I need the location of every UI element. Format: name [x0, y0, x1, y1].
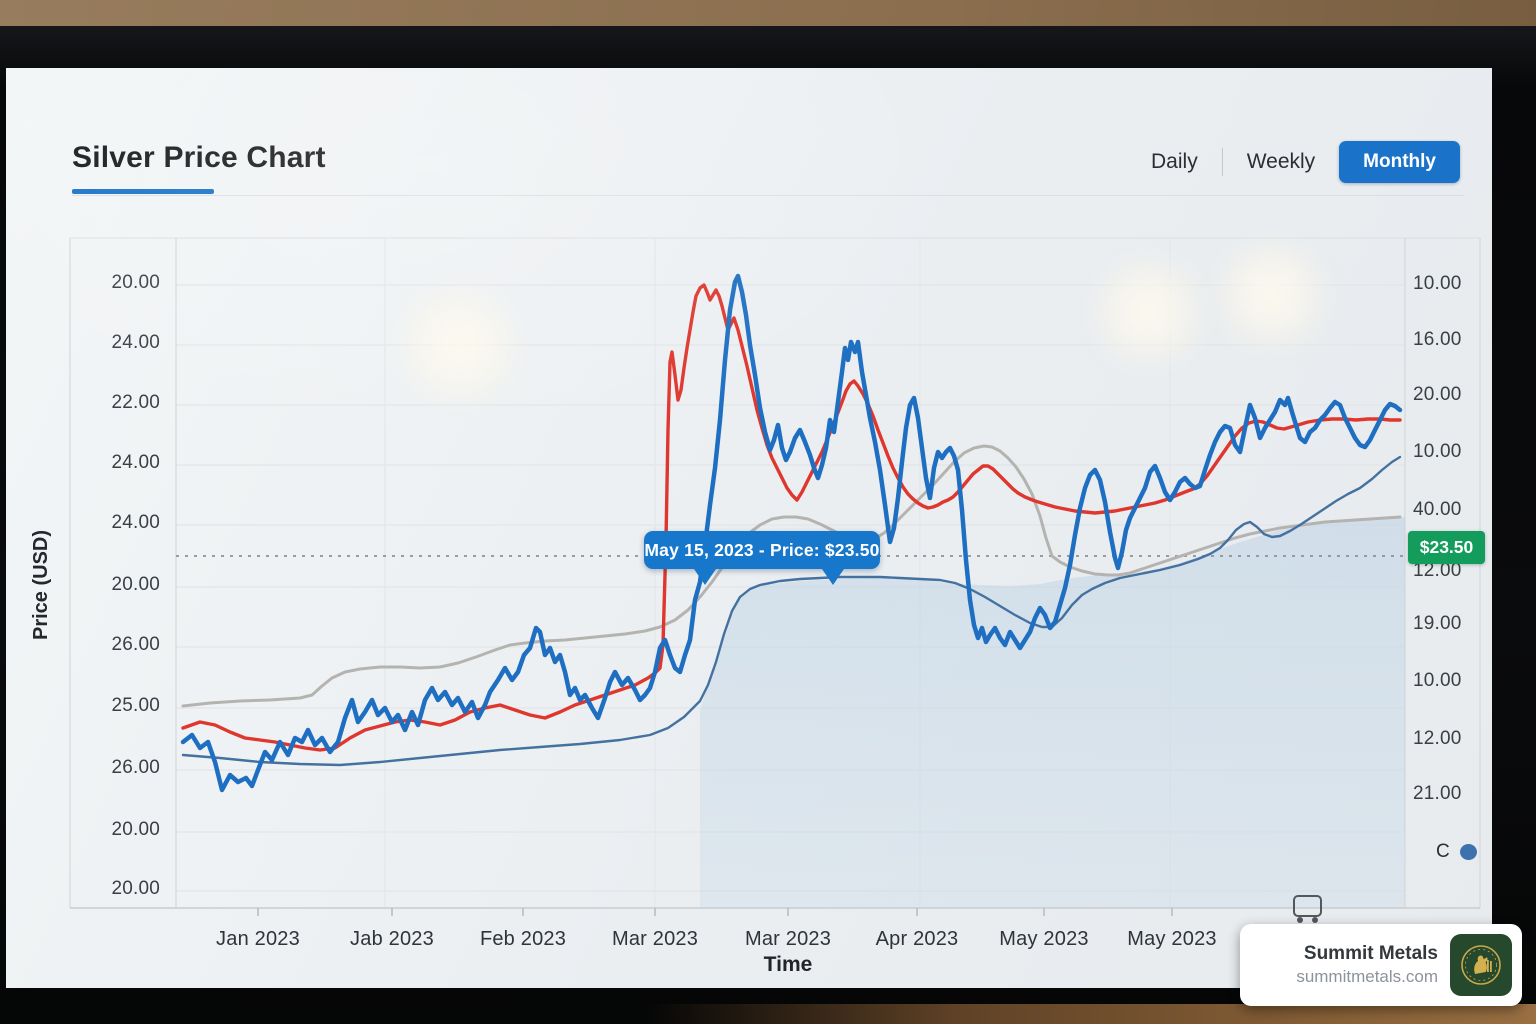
y-axis-tick-left: 26.00: [111, 757, 160, 778]
y-axis-title: Price (USD): [30, 529, 52, 641]
tooltip-tail-left-icon: [694, 569, 716, 585]
x-axis-tick-label: Jan 2023: [216, 928, 300, 950]
y-axis-tick-left: 24.00: [111, 332, 160, 353]
y-axis-tick-right: 12.00: [1413, 728, 1462, 749]
page-title: Silver Price Chart: [72, 141, 326, 174]
x-axis-tick-label: Apr 2023: [875, 928, 959, 950]
x-axis-tick-label: Feb 2023: [479, 928, 567, 950]
brand-url: summitmetals.com: [1296, 967, 1438, 987]
current-price-badge: $23.50: [1408, 531, 1485, 564]
tab-divider: [1221, 148, 1223, 176]
screen: Silver Price Chart Daily Weekly Monthly Ti…: [6, 68, 1492, 988]
y-axis-tick-left: 20.00: [111, 574, 160, 595]
y-axis-tick-right: 19.00: [1413, 613, 1462, 634]
y-axis-tick-right: 10.00: [1413, 441, 1462, 462]
header-divider: [72, 195, 1464, 196]
y-axis-tick-left: 26.00: [111, 634, 160, 655]
y-axis-tick-right: 20.00: [1413, 384, 1462, 405]
y-axis-tick-right: 16.00: [1413, 329, 1462, 350]
title-underline: [72, 189, 214, 194]
y-axis-tick-right: 10.00: [1413, 273, 1462, 294]
corner-c-label: C: [1436, 841, 1450, 862]
y-axis-tick-left: 20.00: [111, 272, 160, 293]
tab-daily[interactable]: Daily: [1145, 146, 1204, 178]
brand-card: Summit Metals summitmetals.com: [1240, 924, 1522, 1006]
y-axis-tick-left: 24.00: [111, 512, 160, 533]
y-axis-tick-right: 10.00: [1413, 670, 1462, 691]
tab-monthly[interactable]: Monthly: [1339, 141, 1460, 183]
y-axis-tick-right: 40.00: [1413, 499, 1462, 520]
x-axis-tick-label: Jab 2023: [350, 928, 434, 950]
cart-wheel-icon: [1297, 917, 1303, 923]
tooltip-text: May 15, 2023 - Price: $23.50: [644, 539, 880, 560]
y-axis-tick-right: 21.00: [1413, 783, 1462, 804]
y-axis-tick-left: 20.00: [111, 878, 160, 899]
cart-wheel-icon: [1312, 917, 1318, 923]
desk-wood: [645, 1004, 1536, 1024]
y-axis-tick-left: 24.00: [111, 452, 160, 473]
lion-crest-logo-icon: [1450, 934, 1512, 996]
chart-tooltip: May 15, 2023 - Price: $23.50: [644, 531, 880, 585]
tooltip-tail-right-icon: [822, 569, 844, 585]
y-axis-tick-left: 22.00: [111, 392, 160, 413]
x-axis-title: Time: [763, 953, 813, 976]
chart-plot-area[interactable]: [176, 238, 1405, 908]
y-axis-tick-right: 12.00: [1413, 560, 1462, 581]
y-axis-tick-left: 20.00: [111, 819, 160, 840]
timeframe-tab-group: Daily Weekly Monthly: [1145, 140, 1460, 184]
x-axis-tick-label: Mar 2023: [611, 928, 699, 950]
y-axis-tick-left: 25.00: [111, 695, 160, 716]
x-axis-tick-label: Mar 2023: [744, 928, 832, 950]
x-axis-tick-label: May 2023: [999, 928, 1089, 950]
chart-page: Silver Price Chart Daily Weekly Monthly Ti…: [6, 68, 1492, 988]
tab-weekly[interactable]: Weekly: [1241, 146, 1321, 178]
blue-dot-icon: [1460, 844, 1477, 860]
brand-name: Summit Metals: [1303, 942, 1438, 964]
x-axis-tick-label: May 2023: [1127, 928, 1217, 950]
